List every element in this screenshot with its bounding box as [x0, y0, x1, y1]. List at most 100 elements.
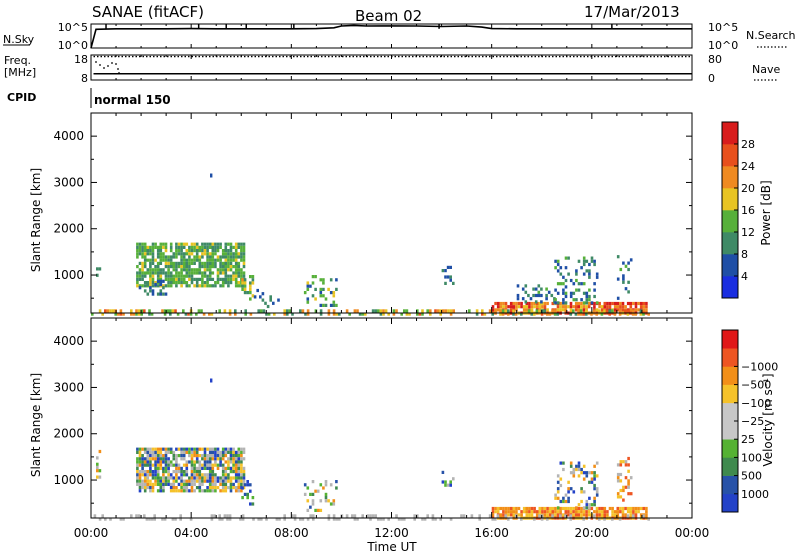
data-cell	[249, 284, 252, 288]
data-cell	[517, 305, 521, 309]
data-cell	[190, 261, 194, 265]
data-cell	[535, 309, 539, 313]
data-cell	[356, 309, 359, 313]
data-cell	[149, 274, 152, 278]
data-cell	[154, 466, 157, 470]
data-cell	[164, 274, 168, 278]
data-cell	[175, 274, 178, 278]
data-cell	[221, 249, 225, 253]
data-cell	[167, 258, 170, 262]
data-cell	[241, 278, 244, 282]
data-cell	[567, 305, 570, 309]
data-cell	[237, 454, 241, 458]
data-cell	[237, 245, 241, 249]
data-cell	[167, 470, 170, 474]
data-cell	[421, 309, 424, 313]
data-cell	[154, 258, 157, 262]
data-cell	[159, 447, 163, 451]
data-cell	[509, 506, 513, 511]
colorbar-swatch	[722, 457, 738, 476]
data-cell	[221, 479, 225, 483]
data-cell	[201, 249, 204, 253]
data-cell	[327, 309, 331, 313]
data-cell	[227, 242, 230, 246]
data-cell	[624, 264, 628, 268]
data-cell	[193, 245, 196, 249]
data-cell	[234, 463, 238, 467]
data-cell	[190, 258, 194, 262]
data-cell	[180, 271, 183, 275]
data-cell	[619, 305, 622, 309]
data-cell	[180, 489, 183, 493]
data-cell	[208, 252, 212, 256]
data-cell	[234, 242, 238, 246]
data-cell	[151, 482, 155, 486]
data-cell	[322, 486, 325, 490]
data-cell	[616, 255, 620, 259]
data-cell	[556, 506, 560, 510]
data-cell	[545, 297, 548, 301]
data-cell	[138, 242, 142, 246]
data-cell	[449, 309, 453, 313]
data-cell	[562, 461, 565, 465]
data-cell	[382, 309, 385, 313]
data-cell	[119, 309, 123, 313]
data-cell	[567, 513, 570, 517]
data-cell	[319, 294, 323, 298]
data-cell	[216, 255, 220, 259]
data-cell	[216, 271, 220, 275]
data-cell	[198, 258, 202, 262]
data-cell	[616, 510, 620, 514]
data-cell	[509, 305, 513, 309]
data-cell	[327, 287, 330, 291]
data-cell	[622, 280, 625, 284]
data-cell	[109, 309, 112, 313]
data-cell	[582, 256, 586, 260]
data-cell	[136, 245, 139, 249]
data-cell	[198, 271, 202, 275]
data-cell	[387, 517, 390, 521]
data-cell	[642, 506, 646, 511]
data-cell	[211, 463, 215, 467]
data-cell	[540, 312, 544, 316]
data-cell	[237, 261, 241, 265]
data-cell	[624, 460, 628, 464]
data-cell	[554, 506, 557, 511]
data-cell	[211, 470, 215, 474]
data-cell	[249, 291, 252, 295]
data-cell	[151, 450, 155, 454]
data-cell	[169, 271, 173, 275]
data-cell	[577, 506, 581, 511]
data-cell	[550, 293, 554, 298]
data-cell	[553, 312, 557, 316]
data-cell	[384, 309, 388, 313]
data-cell	[190, 252, 194, 256]
data-cell	[185, 470, 189, 474]
data-cell	[164, 258, 168, 262]
data-cell	[540, 287, 543, 291]
data-cell	[206, 457, 209, 461]
data-cell	[309, 505, 312, 509]
data-cell	[593, 487, 596, 491]
data-cell	[585, 298, 589, 302]
data-cell	[177, 277, 181, 281]
time-tick-label: 12:00	[374, 526, 409, 540]
data-cell	[164, 249, 168, 253]
data-cell	[496, 510, 500, 514]
data-cell	[198, 473, 202, 477]
data-cell	[203, 450, 207, 454]
data-cell	[374, 514, 377, 518]
data-cell	[261, 292, 265, 296]
data-cell	[590, 503, 594, 507]
data-cell	[627, 479, 630, 483]
data-cell	[224, 252, 228, 256]
data-cell	[621, 308, 625, 312]
data-cell	[444, 275, 447, 279]
data-cell	[582, 510, 586, 514]
data-cell	[546, 312, 549, 316]
data-cell	[491, 312, 494, 316]
data-cell	[234, 489, 238, 493]
data-cell	[332, 309, 336, 313]
data-cell	[593, 294, 596, 299]
